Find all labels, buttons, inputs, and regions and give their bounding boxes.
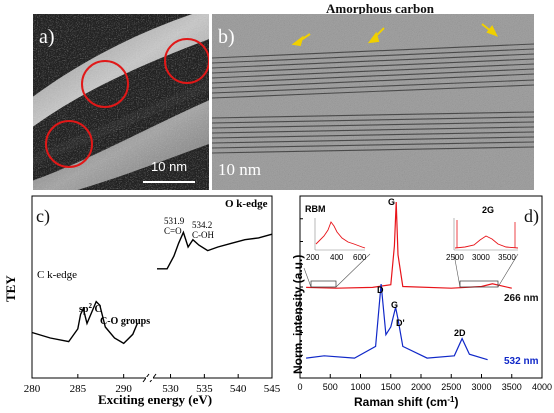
inset-2g-tick: 2500 [446,253,464,262]
panel-a-svg [33,14,209,190]
inset-rbm-tick: 200 [306,253,320,262]
o-edge-label: O k-edge [225,198,268,210]
arrow-icon [367,27,385,44]
panel-d-axes: 0 500 1000 1500 2000 2500 3000 3500 4000 [297,195,552,392]
x-tick-label: 0 [297,382,302,392]
panel-b-scale-label: 10 nm [218,160,261,179]
panel-b-label: b) [218,26,235,48]
x-tick-label: 2500 [441,382,461,392]
x-tick-label: 540 [230,383,247,395]
panel-b-title: Amorphous carbon [326,1,434,16]
panel-c-lines [31,230,273,345]
panel-c-frame [31,195,273,379]
annotation-sp2: sp2 C [79,302,102,315]
x-tick-label: 3000 [471,382,491,392]
panel-d-chart: 0 500 1000 1500 2000 2500 3000 3500 4000 d) Norm… [291,195,552,410]
x-tick-label: 2000 [411,382,431,392]
peak-d: D [377,285,384,295]
circle-marker-3 [45,120,93,168]
peak-g-bottom: G [391,300,398,310]
peak-2g: 2G [482,205,494,215]
annotation-534: 534.2 [192,220,212,230]
annotation-531: 531.9 [164,216,185,226]
x-tick-label: 500 [323,382,338,392]
inset-2g-tick: 3000 [472,253,490,262]
series-line-266-nm [306,201,512,289]
panel-a-scale-label: 10 nm [151,159,188,174]
circle-marker-1 [81,60,129,108]
panel-c-label: c) [36,206,50,227]
x-tick-label: 535 [196,383,213,395]
panel-c-xlabel: Exciting energy (eV) [98,392,212,407]
c-edge-label: C k-edge [37,269,77,281]
series-line-c-edge [31,300,139,345]
panel-d-ylabel: Norm. intensity (a.u.) [291,255,305,374]
peak-2d: 2D [454,328,466,338]
panel-b-svg [212,14,534,190]
series-label-532: 532 nm [504,356,539,367]
panel-a-label: a) [39,26,55,48]
arrow-icon [291,33,311,47]
inset-rbm: 200 400 600 [303,218,371,288]
annotation-c-double-o: C=O [164,226,182,236]
series-line-o-edge [157,230,273,270]
x-tick-label: 3500 [502,382,522,392]
peak-d-prime: D' [396,318,405,328]
x-tick-label: 530 [162,383,179,395]
inset-2g: 2500 3000 3500 [446,218,519,288]
series-label-266: 266 nm [504,293,539,304]
inset-rbm-tick: 400 [330,253,344,262]
panel-c-chart: 280 285 290 530 535 540 545 c) TEY Exciting en… [3,195,281,407]
x-tick-label: 545 [264,383,281,395]
panel-b-micrograph: b) 10 nm [212,14,534,190]
peak-rbm: RBM [305,204,326,214]
x-tick-label: 290 [115,383,132,395]
circle-marker-2 [164,38,209,84]
x-tick-label: 1500 [381,382,401,392]
panel-c-axes: 280 285 290 530 535 540 545 [24,195,281,395]
annotation-c-oh: C-OH [192,230,214,240]
x-tick-label: 285 [70,383,87,395]
x-tick-label: 280 [24,383,41,395]
panel-d-lines [306,201,512,361]
x-tick-label: 4000 [532,382,552,392]
annotation-co-groups: C-O groups [100,316,150,327]
panel-d-xlabel: Raman shift (cm-1) [354,395,458,410]
axis-break-gap [146,377,153,380]
panel-a-micrograph: a) 10 nm [33,14,209,190]
inset-2g-tick: 3500 [498,253,516,262]
peak-g-top: G [388,197,395,207]
arrow-icon [481,23,499,37]
panel-c-ylabel: TEY [3,275,18,302]
series-line-532-nm [306,283,488,361]
panel-d-label: d) [524,206,539,227]
inset-rbm-tick: 600 [353,253,367,262]
x-tick-label: 1000 [350,382,370,392]
